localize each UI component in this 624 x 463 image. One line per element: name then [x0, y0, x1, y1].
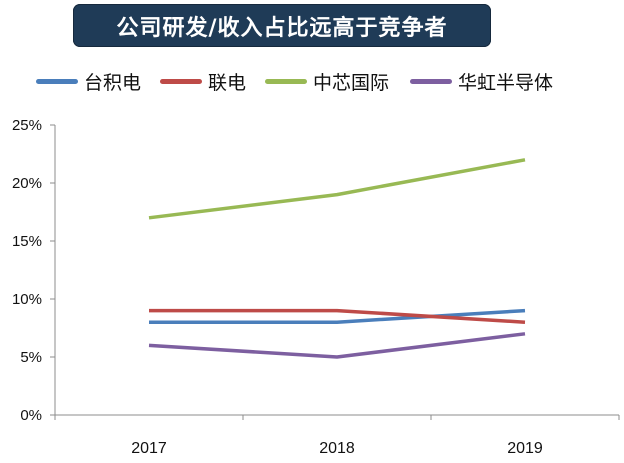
- legend-label-tsmc: 台积电: [84, 71, 142, 94]
- legend-item-umc: 联电: [160, 64, 246, 98]
- legend-item-hua-hong: 华虹半导体: [410, 64, 553, 98]
- x-tick-label: 2019: [507, 440, 543, 457]
- x-tick-label: 2018: [319, 440, 355, 457]
- legend: 台积电 联电 中芯国际 华虹半导体: [0, 64, 624, 98]
- legend-swatch-umc: [160, 78, 202, 84]
- y-tick-label: 25%: [12, 117, 42, 134]
- y-tick-label: 10%: [12, 291, 42, 308]
- legend-swatch-tsmc: [36, 78, 78, 84]
- y-tick-label: 15%: [12, 233, 42, 250]
- legend-item-smic: 中芯国际: [265, 64, 389, 98]
- y-tick-label: 20%: [12, 175, 42, 192]
- series-line-0: [149, 308, 526, 324]
- y-tick-label: 5%: [20, 349, 42, 366]
- legend-swatch-smic: [265, 78, 307, 84]
- legend-swatch-hua-hong: [410, 78, 452, 84]
- chart-title: 公司研发/收入占比远高于竞争者: [73, 4, 491, 47]
- legend-label-umc: 联电: [208, 71, 247, 94]
- series-line-1: [149, 308, 526, 324]
- legend-label-smic: 中芯国际: [313, 71, 390, 94]
- series-line-3: [148, 332, 526, 359]
- y-tick-label: 0%: [20, 407, 42, 424]
- legend-item-tsmc: 台积电: [36, 64, 141, 98]
- series-line-2: [148, 158, 526, 220]
- x-tick-label: 2017: [131, 440, 167, 457]
- legend-label-hua-hong: 华虹半导体: [458, 71, 554, 94]
